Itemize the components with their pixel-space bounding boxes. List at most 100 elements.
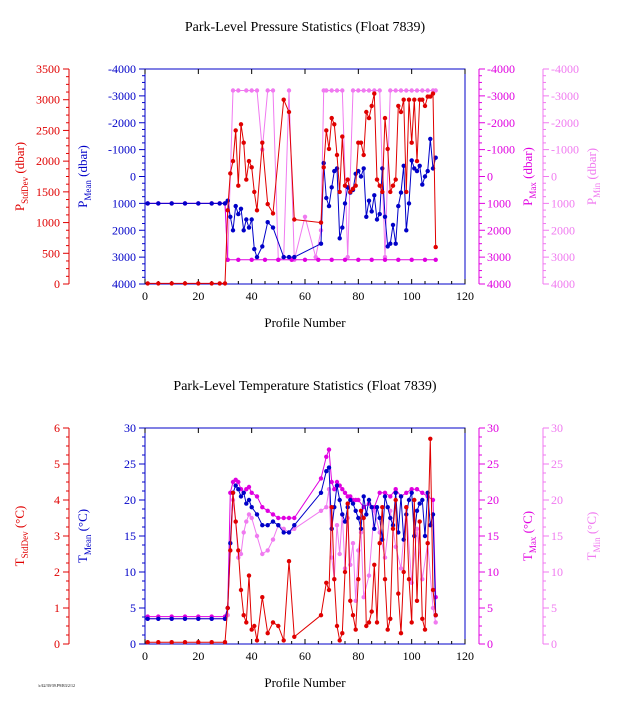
- temperature-stddev-point: [361, 515, 366, 521]
- temperature-min-point: [372, 508, 377, 513]
- temperature-stddev-point: [366, 620, 372, 625]
- temperature-stddev-point: [396, 591, 401, 596]
- pressure-mean-series: [145, 136, 438, 260]
- pressure-mean-point: [318, 241, 324, 246]
- pressure-mean-tick-label: 3000: [112, 250, 136, 264]
- pressure-mean-point: [254, 254, 260, 260]
- pressure-min-point: [377, 88, 382, 93]
- temperature-mean-point: [396, 530, 401, 535]
- pressure-min-point: [420, 88, 425, 93]
- temperature-mean-point: [356, 515, 361, 521]
- temperature-stddev-point: [225, 605, 230, 611]
- temperature-mean-tick-label: 10: [124, 565, 136, 579]
- temperature-mean-tick-label: 25: [124, 457, 136, 471]
- pressure-min-point: [372, 88, 377, 93]
- pressure-mean-point: [382, 214, 388, 219]
- temperature-stddev-tick-label: 6: [54, 421, 60, 435]
- temperature-min-point: [318, 508, 324, 513]
- pressure-mean-point: [374, 217, 380, 222]
- pressure-stddev-point: [396, 103, 401, 109]
- pressure-mean-point: [324, 195, 329, 201]
- pressure-x-tick-label: 60: [299, 289, 311, 303]
- pressure-mean-point: [422, 174, 428, 179]
- pressure-min-point: [356, 88, 361, 93]
- pressure-mean-point: [326, 203, 332, 209]
- temperature-max-point: [260, 505, 265, 510]
- temperature-max-tick-label: 5: [487, 601, 493, 615]
- temperature-mean-point: [420, 497, 425, 503]
- temperature-max-point: [276, 515, 281, 521]
- temperature-stddev-tick-label: 3: [54, 529, 60, 543]
- temperature-mean-point: [286, 530, 292, 535]
- pressure-stddev-point: [412, 97, 417, 102]
- pressure-min-point: [345, 254, 350, 260]
- temperature-max-axis-label: TMax (°C): [520, 511, 538, 561]
- temperature-stddev-tick-label: 5: [54, 457, 60, 471]
- temperature-mean-point: [156, 616, 161, 621]
- temperature-max-tick-label: 10: [487, 565, 499, 579]
- temperature-max-tick-label: 0: [487, 637, 493, 651]
- temperature-min-tick-label: 15: [551, 529, 563, 543]
- temperature-min-point: [433, 620, 438, 625]
- temperature-min-point: [281, 526, 286, 531]
- temperature-stddev-point: [286, 559, 292, 564]
- pressure-stddev-point: [238, 122, 244, 127]
- pressure-mean-tick-label: 4000: [112, 277, 136, 291]
- temperature-mean-point: [385, 505, 390, 510]
- temperature-min-point: [398, 566, 404, 571]
- temperature-max-point: [236, 479, 241, 485]
- temperature-min-point: [326, 487, 332, 492]
- temperature-stddev-point: [433, 613, 438, 618]
- temperature-stddev-point: [318, 613, 324, 618]
- pressure-stddev-point: [409, 140, 414, 145]
- pressure-mean-point: [342, 201, 348, 206]
- temperature-max-point: [420, 490, 425, 495]
- temperature-stddev-point: [252, 623, 257, 629]
- temperature-min-tick-label: 0: [551, 637, 557, 651]
- temperature-max-point: [382, 490, 388, 495]
- pressure-mean-point: [412, 166, 417, 171]
- temperature-mean-point: [398, 494, 404, 499]
- pressure-stddev-point: [337, 189, 342, 195]
- pressure-stddev-tick-label: 500: [42, 246, 60, 260]
- pressure-stddev-point: [393, 177, 398, 182]
- pressure-min-point: [230, 88, 236, 93]
- pressure-stddev-point: [233, 128, 238, 133]
- pressure-x-tick-label: 120: [456, 289, 474, 303]
- temperature-stddev-point: [358, 508, 364, 513]
- pressure-min-point: [404, 88, 409, 93]
- pressure-stddev-point: [156, 281, 161, 286]
- temperature-min-tick-label: 10: [551, 565, 563, 579]
- temperature-stddev-point: [169, 640, 174, 645]
- pressure-max-tick-label: 1000: [487, 196, 511, 210]
- pressure-stddev-point: [340, 134, 345, 139]
- pressure-stddev-point: [382, 115, 388, 121]
- temperature-mean-point: [417, 501, 422, 506]
- pressure-stddev-point: [265, 201, 270, 207]
- temperature-stddev-point: [414, 598, 420, 603]
- temperature-mean-point: [412, 533, 417, 539]
- pressure-min-point: [366, 88, 372, 93]
- temperature-stddev-point: [401, 569, 406, 575]
- pressure-min-tick-label: -3000: [551, 89, 579, 103]
- temperature-stddev-point: [334, 623, 340, 629]
- temperature-stddev-point: [246, 573, 252, 578]
- temperature-max-point: [249, 490, 254, 495]
- pressure-max-tick-label: 4000: [487, 277, 511, 291]
- temperature-min-point: [260, 551, 265, 557]
- temperature-stddev-point: [390, 526, 396, 531]
- temperature-mean-point: [372, 526, 377, 531]
- pressure-stddev-point: [244, 177, 249, 182]
- pressure-mean-point: [209, 201, 214, 206]
- pressure-max-tick-label: -4000: [487, 62, 515, 76]
- temperature-mean-point: [406, 497, 412, 503]
- temperature-stddev-tick-label: 1: [54, 601, 60, 615]
- pressure-max-point: [409, 257, 414, 262]
- temperature-stddev-point: [265, 631, 270, 636]
- pressure-min-tick-label: -1000: [551, 143, 579, 157]
- pressure-min-point: [249, 88, 254, 93]
- temperature-mean-point: [324, 469, 329, 474]
- pressure-mean-line: [147, 138, 437, 259]
- pressure-stddev-point: [404, 189, 409, 195]
- pressure-max-point: [276, 257, 281, 262]
